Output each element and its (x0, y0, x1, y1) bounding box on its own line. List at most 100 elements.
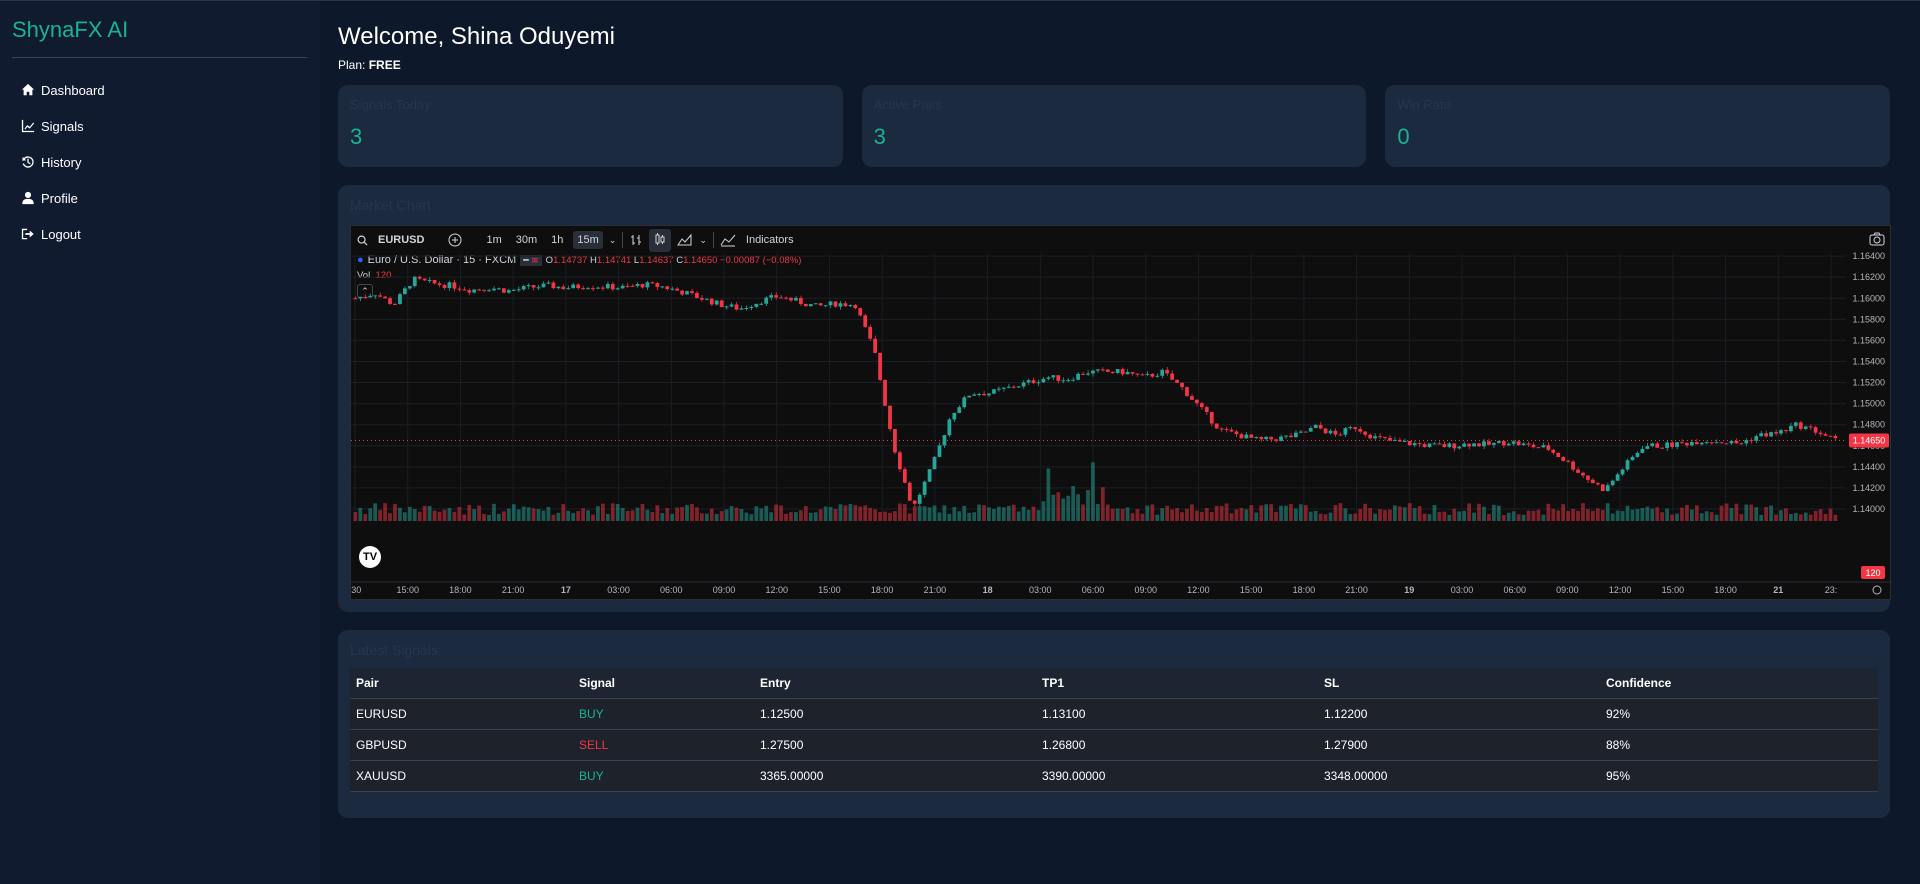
volume-bar (972, 512, 976, 521)
volume-bar (1625, 505, 1630, 521)
candle-body (1457, 446, 1462, 449)
candle-body (1303, 431, 1308, 433)
candle-body (1600, 484, 1605, 492)
sidebar-item-signals[interactable]: Signals (12, 108, 307, 144)
volume-bar (437, 511, 442, 521)
volume-bar (467, 504, 472, 521)
volume-bar (1363, 503, 1368, 521)
candle-body (739, 308, 744, 310)
candle-body (1803, 426, 1808, 429)
tradingview-logo-icon[interactable]: TV (359, 546, 381, 568)
volume-bar (640, 503, 645, 521)
symbol-search-button[interactable]: EURUSD (378, 234, 425, 246)
cell-signal: BUY (573, 698, 754, 730)
y-tick-label: 1.14600 (1852, 441, 1885, 451)
bar-style-icon[interactable] (629, 233, 643, 247)
interval-1m-button[interactable]: 1m (486, 234, 502, 246)
volume-bar (576, 511, 580, 521)
candle-body (1343, 428, 1348, 435)
camera-icon[interactable] (1869, 232, 1885, 246)
volume-bar (650, 512, 655, 521)
candle-body (1145, 373, 1150, 375)
candle-body (1635, 452, 1640, 457)
volume-bar (1140, 513, 1145, 521)
volume-bar (1150, 504, 1155, 521)
candle-body (467, 290, 472, 293)
tradingview-chart[interactable]: EURUSD 1m 30m 1h 15m ⌄ ⌄ Indicators (350, 225, 1892, 601)
volume-bar (1091, 462, 1095, 521)
collapse-legend-button[interactable]: ⌃ (357, 284, 373, 298)
volume-bar (1605, 503, 1610, 521)
candle-body (1140, 374, 1145, 376)
sidebar-item-history[interactable]: History (12, 144, 307, 180)
candle-body (1021, 382, 1026, 387)
volume-bar (1333, 505, 1338, 521)
compare-plus-icon[interactable] (448, 233, 462, 247)
candle-body (977, 393, 981, 395)
search-icon[interactable] (357, 235, 368, 246)
sidebar-item-label: Signals (41, 118, 84, 134)
volume-bar (1130, 513, 1135, 521)
x-tick-label: 21 (1773, 585, 1783, 595)
volume-bar (704, 513, 709, 521)
volume-bar (1274, 511, 1278, 521)
candle-body (784, 297, 788, 299)
legend-toggle-icon[interactable]: ━ ≋ (520, 254, 542, 266)
volume-bar (1397, 506, 1402, 521)
col-header-entry: Entry (754, 668, 1036, 699)
volume-bar (1704, 511, 1709, 521)
candle-body (675, 288, 679, 291)
volume-bar (1769, 505, 1773, 521)
volume-bar (1729, 508, 1734, 521)
candle-body (937, 445, 942, 457)
volume-bar (858, 506, 863, 521)
user-icon (22, 191, 34, 205)
volume-bar (1615, 510, 1620, 521)
sidebar-item-logout[interactable]: Logout (12, 216, 307, 252)
volume-bar (1571, 508, 1575, 521)
volume-bar (1066, 495, 1071, 521)
candle-body (1378, 436, 1382, 438)
volume-bar (714, 514, 719, 521)
volume-bar (1244, 509, 1249, 521)
candle-body (1779, 430, 1783, 434)
indicators-button[interactable]: Indicators (745, 234, 794, 246)
candle-body (799, 297, 803, 304)
candle-body (700, 297, 704, 300)
volume-bar (546, 506, 551, 521)
chevron-down-icon[interactable]: ⌄ (699, 234, 707, 245)
candle-body (630, 285, 635, 287)
volume-bar (531, 508, 536, 521)
area-style-icon[interactable] (677, 233, 693, 247)
interval-1h-button[interactable]: 1h (551, 234, 564, 246)
interval-15m-button[interactable]: 15m (573, 231, 603, 249)
candle-body (1566, 460, 1570, 462)
candle-body (972, 394, 976, 396)
candles-style-button[interactable] (649, 228, 672, 252)
col-header-sl: SL (1318, 668, 1600, 699)
volume-bar (586, 510, 590, 521)
volume-bar (1828, 508, 1833, 521)
indicators-icon[interactable] (720, 233, 736, 247)
candle-body (1521, 443, 1526, 446)
candle-body (1160, 369, 1165, 376)
volume-bar (789, 512, 793, 521)
stat-card-label: Active Pairs (873, 97, 943, 112)
volume-bar (1531, 510, 1536, 521)
sidebar-item-profile[interactable]: Profile (12, 180, 307, 216)
brand-logo[interactable]: ShynaFX AI (12, 17, 307, 58)
interval-30m-button[interactable]: 30m (515, 234, 538, 246)
volume-bar (1328, 512, 1333, 521)
cell-signal: BUY (573, 760, 754, 792)
candle-body (1209, 411, 1214, 424)
chevron-down-icon[interactable]: ⌄ (608, 234, 617, 245)
candle-body (581, 288, 585, 290)
stat-card-signals-today: Signals Today 3 (338, 85, 843, 167)
candle-body (596, 287, 600, 289)
candle-body (650, 282, 655, 284)
sidebar-item-dashboard[interactable]: Dashboard (12, 72, 307, 108)
price-chart-canvas[interactable]: 1.164001.162001.160001.158001.156001.154… (351, 226, 1892, 601)
volume-bar (1135, 509, 1140, 521)
volume-bar (1284, 505, 1288, 521)
candle-body (670, 288, 675, 290)
